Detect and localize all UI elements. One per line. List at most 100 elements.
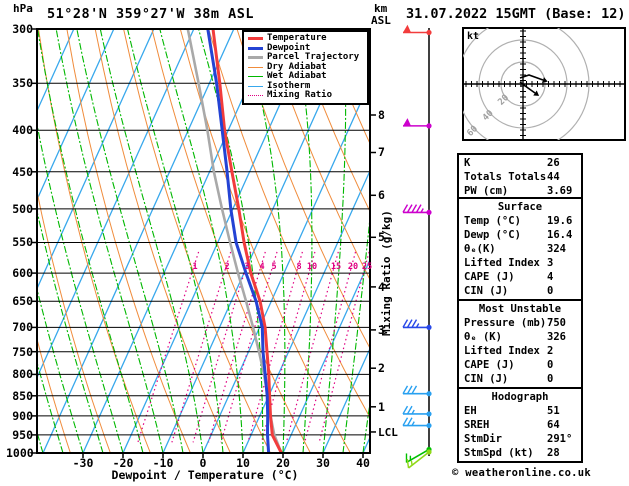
pressure-tick-label: 650: [12, 294, 33, 309]
hodograph-unit-label: kt: [467, 31, 480, 42]
table: Most Unstable Pressure (mb) 750 θₑ (K) 326 Li…: [457, 299, 583, 389]
km-tick-label: 7: [378, 145, 385, 160]
table-row-value: 44: [547, 171, 560, 183]
table-row-label: θₑ (K): [464, 331, 502, 343]
table-row-label: StmDir: [464, 433, 502, 445]
table-row: Lifted Index 2: [459, 344, 581, 358]
table: K 26 Totals Totals 44 PW (cm) 3.69: [457, 153, 583, 201]
table-row-value: 51: [547, 405, 560, 417]
table-title: Hodograph: [491, 391, 549, 403]
table-row: CIN (J) 0: [459, 284, 581, 298]
mixing-ratio-value-label: 1: [192, 262, 198, 272]
mixing-ratio-value-label: 4: [259, 262, 265, 272]
table-row-value: 2: [547, 345, 554, 357]
pressure-tick-label: 750: [12, 344, 33, 359]
table-row: Temp (°C) 19.6: [459, 214, 581, 228]
pressure-tick-label: 900: [12, 408, 33, 423]
table-row-label: CAPE (J): [464, 271, 515, 283]
table-row-label: EH: [464, 405, 477, 417]
pressure-tick-label: 300: [12, 22, 33, 36]
table-row-label: CAPE (J): [464, 359, 515, 371]
table-row: SREH 64: [459, 418, 581, 432]
mixing-ratio-value-label: 3: [244, 262, 250, 272]
altitude-unit-asl: ASL: [371, 14, 391, 27]
legend-label: Dry Adiabat: [267, 61, 327, 72]
table-row: StmSpd (kt) 28: [459, 446, 581, 460]
legend-label: Mixing Ratio: [267, 90, 333, 101]
temp-tick-label: -30: [72, 456, 94, 470]
legend-item: Mixing Ratio: [248, 91, 367, 101]
pressure-tick-label: 1000: [6, 446, 34, 460]
table-row: PW (cm) 3.69: [459, 184, 581, 198]
lcl-label: LCL: [378, 426, 398, 439]
table-row-label: CIN (J): [464, 373, 509, 385]
legend-label: Parcel Trajectory: [267, 52, 360, 63]
legend-item: Dry Adiabat: [248, 61, 367, 73]
temp-tick-label: -20: [112, 456, 134, 470]
table: Hodograph EH 51 SREH 64 StmDir 291° StmSpd (kt)…: [457, 387, 583, 463]
table-row-value: 0: [547, 373, 554, 385]
table-row: CAPE (J) 4: [459, 270, 581, 284]
legend-swatch: [248, 66, 263, 68]
legend-swatch: [248, 37, 263, 41]
km-tick-label: 4: [378, 279, 385, 294]
table-row: StmDir 291°: [459, 432, 581, 446]
table-row-value: 16.4: [547, 229, 573, 241]
km-tick-label: 6: [378, 188, 385, 203]
temp-tick-label: 40: [356, 456, 370, 470]
table-row-label: Lifted Index: [464, 345, 540, 357]
x-axis-title: Dewpoint / Temperature (°C): [111, 468, 299, 482]
table-row-label: SREH: [464, 419, 490, 431]
km-tick-label: 8: [378, 108, 385, 123]
pressure-tick-label: 400: [12, 123, 33, 138]
legend: Temperature Dewpoint Parcel Trajectory Dry …: [242, 30, 369, 105]
legend-item: Dewpoint: [248, 42, 367, 54]
table-row-label: K: [464, 157, 471, 169]
table-row-value: 326: [547, 331, 566, 343]
table-row-value: 28: [547, 447, 560, 459]
legend-swatch: [248, 56, 263, 60]
table-row: Dewp (°C) 16.4: [459, 228, 581, 242]
legend-label: Temperature: [267, 33, 327, 44]
station-title: 51°28'N 359°27'W 38m ASL: [47, 6, 255, 22]
legend-swatch: [248, 85, 263, 87]
legend-item: Isotherm: [248, 81, 367, 92]
pressure-tick-label: 350: [12, 76, 33, 91]
table-row-value: 26: [547, 157, 560, 169]
table-title: Surface: [497, 201, 543, 213]
table-row: CIN (J) 0: [459, 372, 581, 386]
table-row: EH 51: [459, 404, 581, 418]
temp-tick-label: 0: [199, 456, 207, 470]
table-row-label: θₑ(K): [464, 243, 496, 255]
mixing-ratio-value-label: 15: [330, 262, 342, 272]
table-row-label: Lifted Index: [464, 257, 540, 269]
table-row-value: 291°: [547, 433, 573, 445]
legend-label: Dewpoint: [267, 42, 311, 53]
table-row-value: 3: [547, 257, 554, 269]
table-row-label: Totals Totals: [464, 171, 547, 183]
pressure-tick-label: 550: [12, 235, 33, 250]
km-tick-label: 5: [378, 230, 385, 245]
table-row: CAPE (J) 0: [459, 358, 581, 372]
legend-label: Wet Adiabat: [267, 71, 327, 82]
table-row-label: CIN (J): [464, 285, 509, 297]
table-row-value: 3.69: [547, 185, 573, 197]
mixing-ratio-value-label: 5: [271, 262, 277, 272]
temp-tick-label: 20: [276, 456, 290, 470]
table-row-value: 324: [547, 243, 566, 255]
table-row: θₑ(K) 324: [459, 242, 581, 256]
pressure-tick-label: 850: [12, 388, 33, 403]
pressure-tick-label: 950: [12, 427, 33, 442]
table-row-value: 0: [547, 359, 554, 371]
legend-item: Parcel Trajectory: [248, 53, 367, 63]
table-row-label: StmSpd (kt): [464, 447, 534, 459]
km-tick-label: 3: [378, 322, 385, 337]
mixing-ratio-value-label: 8: [296, 262, 302, 272]
temp-tick-label: 30: [316, 456, 330, 470]
temp-tick-label: 10: [236, 456, 250, 470]
legend-swatch: [248, 46, 263, 50]
datetime-title: 31.07.2022 15GMT (Base: 12): [406, 6, 626, 22]
table-title: Most Unstable: [478, 303, 562, 315]
table-row-value: 750: [547, 317, 566, 329]
